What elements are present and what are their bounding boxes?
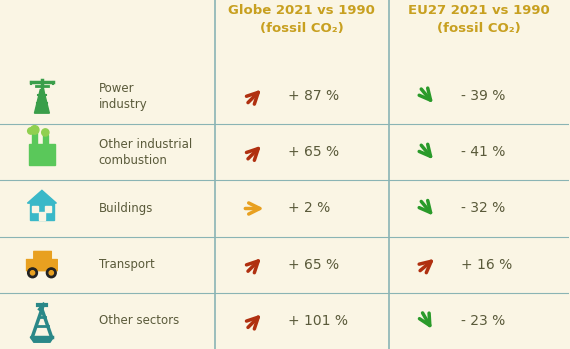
- Text: Transport: Transport: [99, 258, 154, 271]
- Circle shape: [30, 271, 35, 275]
- Circle shape: [49, 271, 54, 275]
- Text: Buildings: Buildings: [99, 202, 153, 215]
- Text: + 65 %: + 65 %: [288, 145, 340, 159]
- Bar: [32, 206, 38, 212]
- Text: + 101 %: + 101 %: [288, 314, 348, 328]
- Bar: [30, 203, 54, 220]
- Circle shape: [27, 128, 34, 134]
- Polygon shape: [30, 337, 54, 342]
- Text: + 2 %: + 2 %: [288, 201, 331, 215]
- Text: + 65 %: + 65 %: [288, 258, 340, 272]
- Text: - 41 %: - 41 %: [461, 145, 506, 159]
- Polygon shape: [27, 190, 56, 203]
- Text: - 39 %: - 39 %: [461, 89, 506, 103]
- Bar: [39, 212, 44, 220]
- Text: Globe 2021 vs 1990
(fossil CO₂): Globe 2021 vs 1990 (fossil CO₂): [229, 4, 375, 35]
- Circle shape: [30, 126, 39, 134]
- FancyBboxPatch shape: [34, 251, 51, 260]
- Bar: [29, 144, 55, 165]
- Text: + 87 %: + 87 %: [288, 89, 340, 103]
- Text: + 16 %: + 16 %: [461, 258, 512, 272]
- Bar: [46, 206, 51, 212]
- Text: Other industrial
combustion: Other industrial combustion: [99, 138, 192, 167]
- Circle shape: [27, 268, 38, 278]
- Bar: [32, 132, 37, 144]
- Text: - 32 %: - 32 %: [461, 201, 506, 215]
- Bar: [43, 135, 48, 144]
- Text: - 23 %: - 23 %: [461, 314, 506, 328]
- FancyBboxPatch shape: [27, 260, 58, 271]
- Text: EU27 2021 vs 1990
(fossil CO₂): EU27 2021 vs 1990 (fossil CO₂): [408, 4, 550, 35]
- Polygon shape: [34, 90, 50, 113]
- Circle shape: [42, 129, 49, 136]
- Circle shape: [46, 268, 56, 278]
- Text: Other sectors: Other sectors: [99, 314, 179, 327]
- Text: Power
industry: Power industry: [99, 82, 148, 111]
